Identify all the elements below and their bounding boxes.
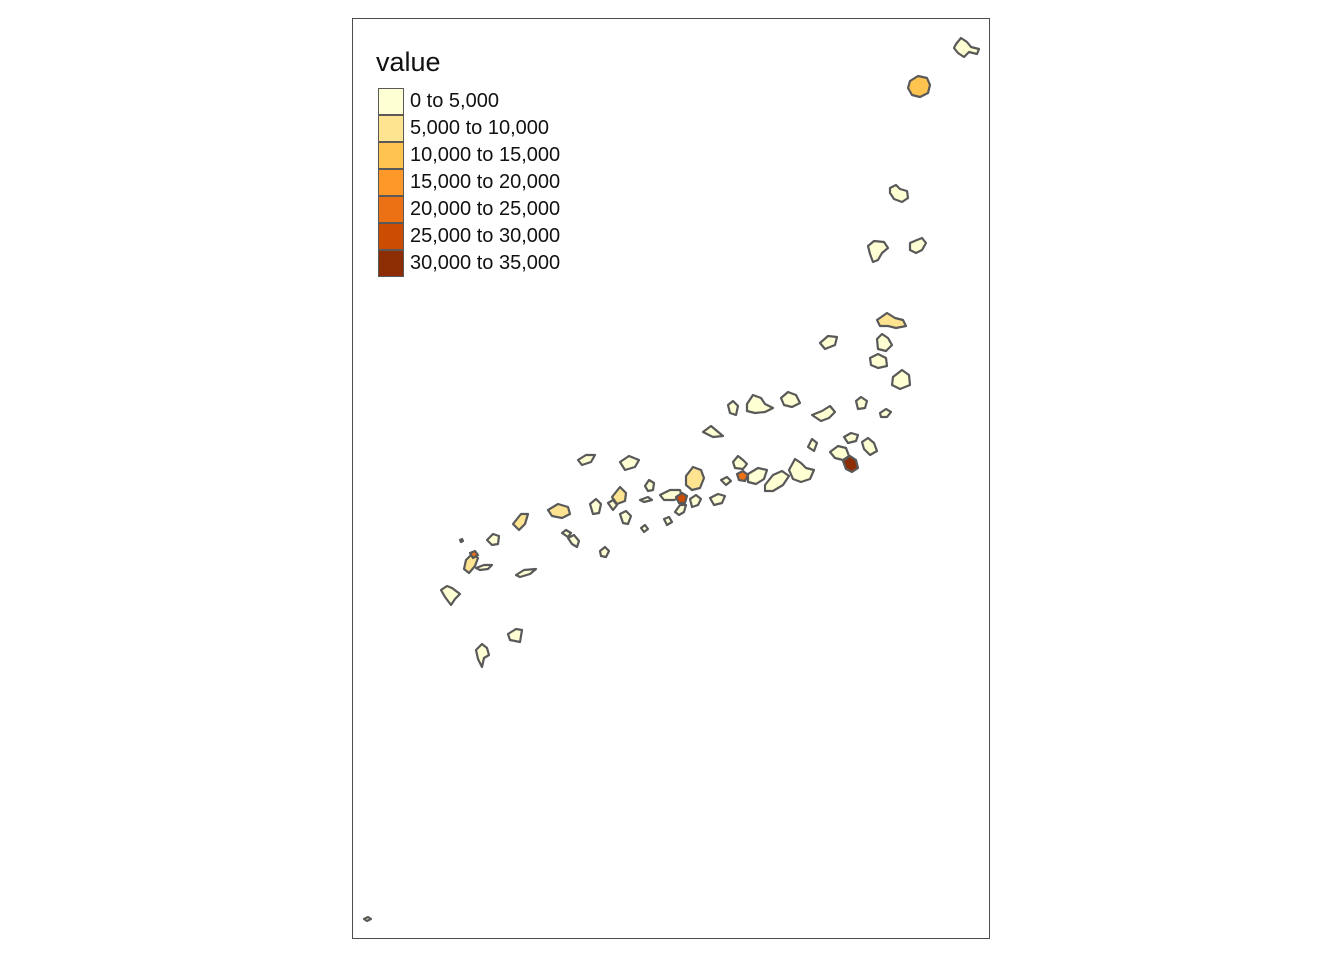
map-region[interactable] [458,537,465,544]
map-region[interactable] [735,469,750,483]
map-region[interactable] [854,395,869,411]
legend-label: 15,000 to 20,000 [410,171,561,193]
map-region[interactable] [638,495,654,504]
map-region[interactable] [474,642,491,669]
map-region[interactable] [674,491,689,505]
map-region[interactable] [952,36,981,59]
map-region[interactable] [779,390,802,409]
legend-label: 30,000 to 35,000 [410,252,561,274]
map-region[interactable] [701,424,725,439]
map-region[interactable] [888,183,910,204]
legend-label: 10,000 to 15,000 [410,144,561,166]
legend-swatch [378,250,404,277]
map-region[interactable] [746,466,769,486]
legend-label: 20,000 to 25,000 [410,198,561,220]
map-region[interactable] [439,584,462,607]
legend-item: 30,000 to 35,000 [376,250,560,277]
map-region[interactable] [673,503,688,517]
legend-label: 25,000 to 30,000 [410,225,561,247]
map-region[interactable] [842,431,860,445]
legend-swatch [378,196,404,223]
map-region[interactable] [560,528,573,539]
map-region[interactable] [763,469,791,493]
legend-title: value [376,47,441,77]
legend-item: 10,000 to 15,000 [376,142,560,169]
map-region[interactable] [684,465,706,492]
map-legend: value 0 to 5,000 5,000 to 10,000 10,000 … [376,46,560,277]
legend-item: 0 to 5,000 [376,88,560,115]
legend-item: 5,000 to 10,000 [376,115,560,142]
map-region[interactable] [506,627,524,644]
legend-item: 15,000 to 20,000 [376,169,560,196]
map-region[interactable] [643,478,656,493]
map-region[interactable] [566,533,581,549]
map-region[interactable] [806,437,819,453]
map-region[interactable] [708,492,727,507]
map-region[interactable] [606,498,619,512]
legend-swatch [378,88,404,115]
map-region[interactable] [731,454,749,471]
map-region[interactable] [875,332,894,353]
map-region[interactable] [588,497,603,516]
legend-items: 0 to 5,000 5,000 to 10,000 10,000 to 15,… [376,88,560,277]
map-region[interactable] [662,515,674,527]
map-region[interactable] [511,512,530,532]
map-region[interactable] [906,74,932,99]
legend-swatch [378,142,404,169]
legend-swatch [378,115,404,142]
map-region[interactable] [618,509,633,526]
map-region[interactable] [362,915,373,923]
map-region[interactable] [546,502,572,520]
map-region[interactable] [618,454,641,472]
map-region[interactable] [860,436,879,457]
map-region[interactable] [908,236,928,255]
map-region[interactable] [878,407,893,419]
legend-item: 25,000 to 30,000 [376,223,560,250]
map-region[interactable] [787,457,816,484]
map-region[interactable] [576,453,597,467]
map-region[interactable] [639,523,650,534]
map-region[interactable] [719,475,733,487]
legend-swatch [378,169,404,196]
map-region[interactable] [598,545,611,559]
legend-swatch [378,223,404,250]
legend-item: 20,000 to 25,000 [376,196,560,223]
map-region[interactable] [875,311,908,330]
map-region[interactable] [818,334,839,351]
map-frame [352,18,990,939]
map-region[interactable] [745,393,775,415]
map-region[interactable] [474,563,494,572]
map-region[interactable] [688,493,703,509]
legend-label: 5,000 to 10,000 [410,117,550,139]
legend-label: 0 to 5,000 [410,90,499,112]
map-region[interactable] [868,352,889,370]
map-region[interactable] [514,567,538,579]
map-region[interactable] [485,532,501,547]
map-region[interactable] [810,404,837,423]
map-region[interactable] [866,239,890,264]
map-region[interactable] [841,454,860,474]
map-region[interactable] [890,368,912,391]
map-region[interactable] [468,549,480,560]
map-region[interactable] [726,399,740,417]
map-regions [362,36,981,923]
